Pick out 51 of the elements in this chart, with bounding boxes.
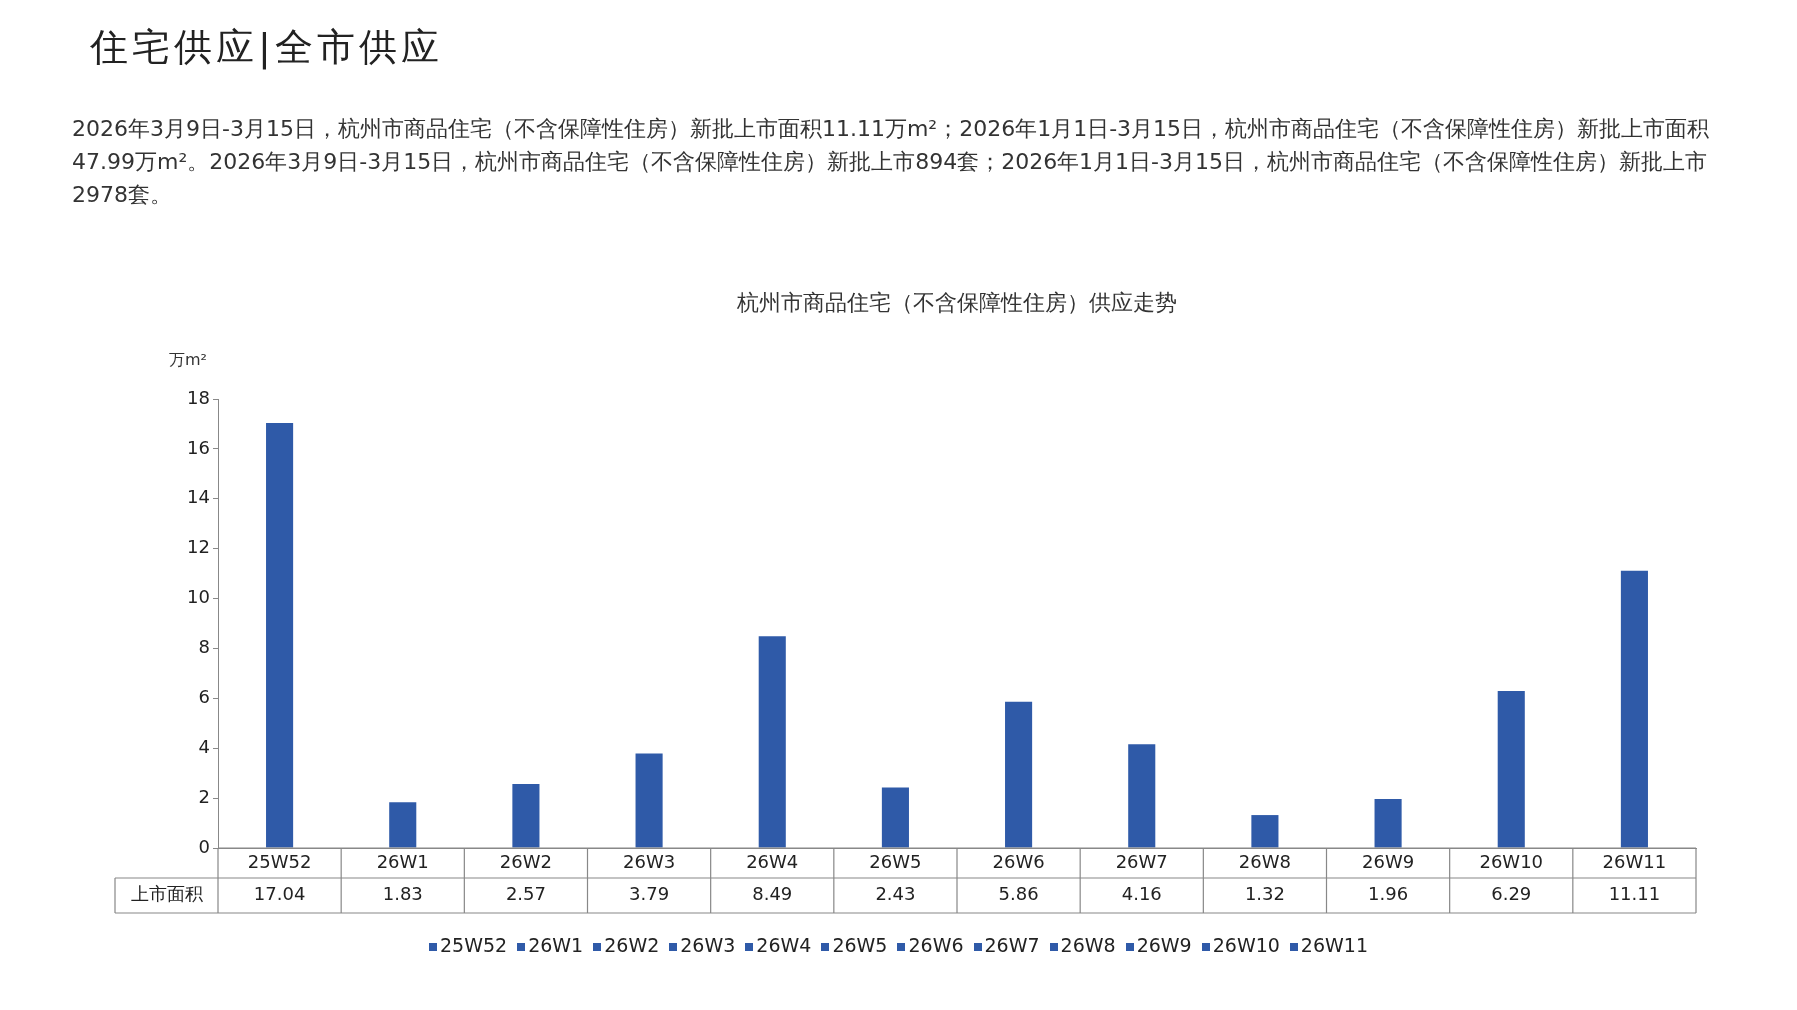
data-label: 6.29 — [1491, 883, 1532, 905]
category-label: 26W1 — [528, 934, 584, 956]
data-label: 1.83 — [382, 883, 423, 905]
text: 上市面积 — [130, 883, 203, 905]
y-tick-label: 16 — [187, 436, 210, 458]
y-tick-label: 8 — [198, 636, 210, 658]
category-label: 26W2 — [604, 934, 660, 956]
y-tick-label: 0 — [198, 835, 210, 857]
x-tick-label: 26W5 — [869, 850, 922, 872]
x-tick-label: 26W11 — [1602, 850, 1667, 872]
x-tick-label: 26W3 — [623, 850, 676, 872]
x-tick-label: 25W52 — [247, 850, 312, 872]
data-label: 2.43 — [875, 883, 916, 905]
data-label: 3.79 — [629, 883, 670, 905]
text: 2026年3月9日-3月15日，杭州市商品住宅（不含保障性住房）新批上市面积11.11万m²；2026年1月1日-3月15日，杭州市商品住宅（不含保障性住房）新批上市面积47.99万m²。2026年3月9日-3月15日，杭州市商品住宅（不含保障性住房）新批上市894套；2026年1月1日-3月15日，杭州市商品住宅（不含保障性住房）新批上市2978套。 — [72, 115, 1711, 209]
data-label: 2.57 — [505, 883, 546, 905]
y-tick-label: 18 — [187, 386, 210, 408]
category-label: 26W8 — [1060, 934, 1116, 956]
x-tick-label: 26W6 — [992, 850, 1045, 872]
category-label: 26W5 — [832, 934, 888, 956]
data-label: 8.49 — [752, 883, 793, 905]
y-tick-label: 6 — [198, 686, 210, 708]
x-tick-label: 26W10 — [1479, 850, 1544, 872]
category-label: 26W7 — [984, 934, 1040, 956]
category-label: 26W3 — [680, 934, 736, 956]
category-label: 26W4 — [756, 934, 812, 956]
x-tick-label: 26W7 — [1115, 850, 1168, 872]
category-label: 26W11 — [1300, 934, 1368, 956]
y-tick-label: 10 — [187, 586, 210, 608]
x-tick-label: 26W2 — [499, 850, 552, 872]
y-axis-title: 万m² — [169, 350, 207, 370]
data-label: 11.11 — [1608, 883, 1661, 905]
x-tick-label: 26W1 — [376, 850, 429, 872]
data-label: 1.32 — [1244, 883, 1285, 905]
y-tick-label: 14 — [187, 486, 210, 508]
x-tick-label: 26W9 — [1362, 850, 1415, 872]
x-tick-label: 26W8 — [1238, 850, 1291, 872]
text: 住宅供应|全市供应 — [90, 24, 443, 72]
data-label: 17.04 — [253, 883, 306, 905]
y-tick-label: 12 — [187, 536, 210, 558]
category-label: 26W9 — [1136, 934, 1192, 956]
data-label: 4.16 — [1121, 883, 1162, 905]
category-label: 25W52 — [440, 934, 508, 956]
category-label: 26W6 — [908, 934, 964, 956]
x-tick-label: 26W4 — [746, 850, 799, 872]
y-tick-label: 4 — [198, 735, 210, 757]
category-label: 26W10 — [1212, 934, 1280, 956]
data-label: 1.96 — [1368, 883, 1409, 905]
y-tick-label: 2 — [198, 785, 210, 807]
chart-title: 杭州市商品住宅（不含保障性住房）供应走势 — [736, 289, 1177, 315]
data-label: 5.86 — [998, 883, 1039, 905]
